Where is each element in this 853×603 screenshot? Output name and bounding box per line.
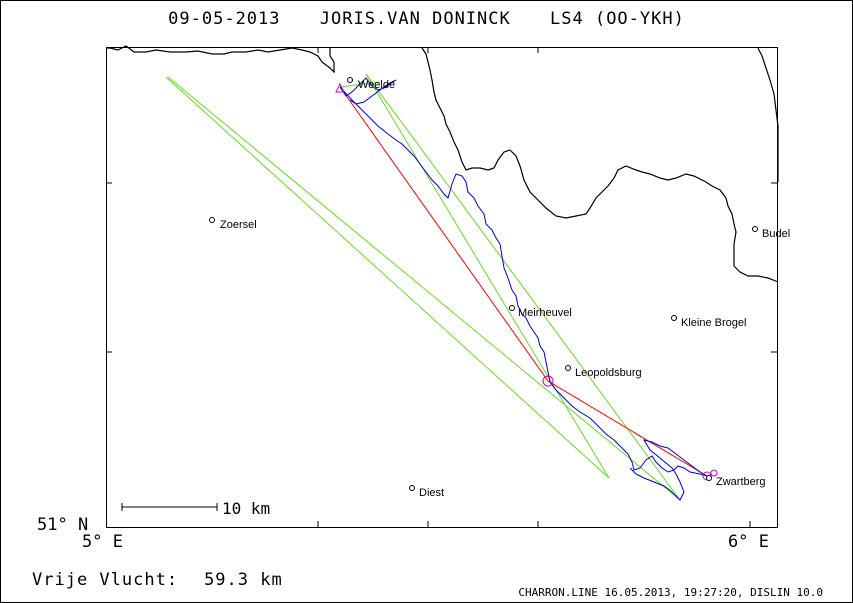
town-marker-meerhout <box>509 305 515 311</box>
label-zwartberg: Zwartberg <box>716 476 766 488</box>
label-budel: Budel <box>762 228 790 240</box>
flight-title: 09-05-2013 JORIS.VAN DONINCK LS4 (OO-YKH… <box>0 9 853 29</box>
free-flight-distance: 59.3 km <box>204 570 283 590</box>
country-border <box>106 45 779 283</box>
town-marker-zwartberg <box>706 475 712 481</box>
pilot-name: JORIS.VAN DONINCK <box>319 9 511 29</box>
label-leopoldsburg: Leopoldsburg <box>575 367 642 379</box>
software-credit: CHARRON.LINE 16.05.2013, 19:27:20, DISLI… <box>518 586 823 599</box>
label-kleine-brogel: Kleine Brogel <box>681 317 746 329</box>
label-meerhout: Meirheuvel <box>518 307 572 319</box>
glider-id: LS4 (OO-YKH) <box>550 9 685 29</box>
free-flight-label: Vrije Vlucht: <box>32 570 179 590</box>
town-markers <box>209 77 758 491</box>
scale-bar-label: 10 km <box>222 499 271 518</box>
free-flight-summary: Vrije Vlucht: 59.3 km <box>32 570 283 590</box>
gps-track-start <box>339 77 397 105</box>
lon-right-axis-label: 6° E <box>728 532 769 552</box>
plot-area <box>106 47 778 528</box>
label-diest: Diest <box>419 487 444 499</box>
task-line-red <box>339 86 708 477</box>
label-weelde: Weelde <box>358 79 395 91</box>
lon-left-axis-label: 5° E <box>82 532 123 552</box>
turnpoint-marker <box>542 375 554 387</box>
axis-ticks <box>106 47 777 527</box>
scale-bar <box>121 503 218 511</box>
town-marker-diest <box>409 485 415 491</box>
gps-track <box>339 86 708 501</box>
task-legs-green <box>165 73 681 501</box>
town-marker-budel <box>752 226 758 232</box>
lat-axis-label: 51° N <box>37 515 89 535</box>
flight-date: 09-05-2013 <box>168 9 281 29</box>
town-marker-kleine-brogel <box>671 315 677 321</box>
label-zoersel: Zoersel <box>220 219 257 231</box>
town-marker-weelde <box>347 77 353 83</box>
start-marker <box>335 82 345 93</box>
town-marker-zoersel <box>209 217 215 223</box>
town-marker-leopoldsburg <box>565 365 571 371</box>
